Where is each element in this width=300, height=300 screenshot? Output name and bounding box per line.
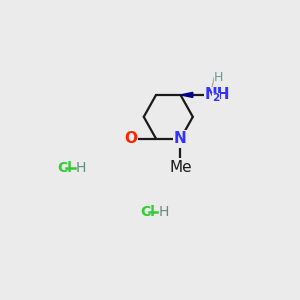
Text: Cl: Cl xyxy=(140,205,155,219)
Text: Cl: Cl xyxy=(57,161,72,175)
Text: H: H xyxy=(214,71,224,84)
Text: Me: Me xyxy=(169,160,192,175)
Polygon shape xyxy=(181,92,193,98)
Text: NH: NH xyxy=(205,87,230,102)
Text: H: H xyxy=(158,205,169,219)
Text: 2: 2 xyxy=(212,93,220,103)
Text: N: N xyxy=(174,131,187,146)
Text: O: O xyxy=(124,131,137,146)
Text: H: H xyxy=(76,161,86,175)
